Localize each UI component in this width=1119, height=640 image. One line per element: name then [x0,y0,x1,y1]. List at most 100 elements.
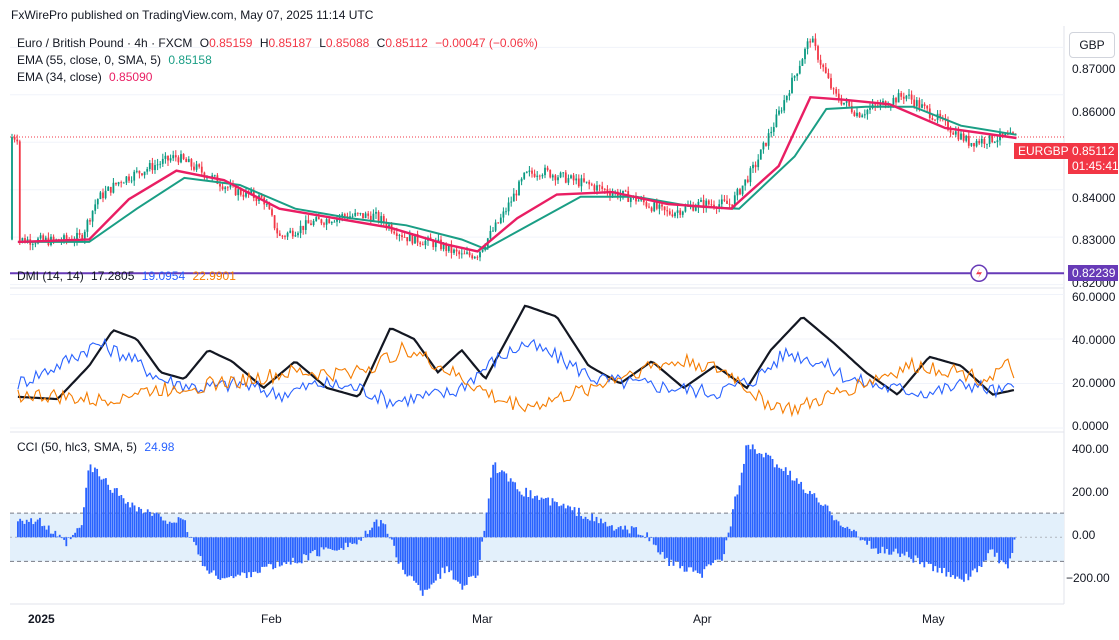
ema55-line [17,105,1017,251]
candle-body [681,211,684,215]
cci-bar [131,502,134,538]
cci-bar [426,537,429,590]
candle-body [265,204,268,206]
candle-body [533,173,536,177]
candle-body [806,41,809,49]
ema55-label: EMA (55, close, 0, SMA, 5) [17,53,162,67]
cci-bar [782,471,785,538]
cci-bar [650,537,653,538]
candle-body [788,93,791,96]
candle-body [83,231,86,241]
cci-bar [589,520,591,538]
cci-bar [749,449,752,538]
cci-bar [237,537,239,575]
cci-bar [151,515,154,538]
candle-body [609,192,611,196]
cci-bar [696,537,699,574]
cci-bar [714,537,717,560]
last-price-tag: 0.85112 [1068,143,1118,159]
candle-body [268,204,271,210]
cci-bar [452,537,455,580]
candle-body [650,207,653,212]
candle-body [635,195,637,202]
candle-body [554,175,557,181]
candle-body [507,202,510,212]
cci-bar [831,515,833,538]
cci-bar [397,537,400,564]
cci-bar [542,498,545,538]
currency-button[interactable]: GBP [1069,32,1115,58]
cci-bar [679,537,682,569]
cci-bar [661,537,664,552]
candle-body [835,89,838,94]
cci-bar [923,537,926,568]
cci-bar [329,537,332,549]
candle-body [463,253,466,255]
cci-bar [985,537,987,561]
cci-bar [655,537,657,546]
candle-body [497,222,500,224]
cci-bar [65,537,68,547]
candle-body [499,217,502,224]
candle-body [642,198,645,203]
cci-bar [254,537,257,572]
candle-body [148,163,151,170]
candle-body [824,67,827,74]
cci-bar [670,537,673,560]
candle-body [624,190,627,192]
candle-body [193,166,195,170]
cci-bar [648,537,651,542]
cci-bar [113,488,116,538]
candle-body [494,222,497,231]
cci-bar [584,516,587,538]
cci-bar [672,537,675,566]
candle-body [450,245,453,253]
candle-body [104,190,107,199]
cci-bar [626,529,629,538]
cci-bar [868,537,871,541]
ema55-value: 0.85158 [168,53,212,67]
cci-bar [175,522,178,538]
candle-body [567,178,570,183]
candle-body [195,164,198,170]
cci-bar [778,467,781,538]
dmi-tick-60: 60.0000 [1072,290,1116,304]
candle-body [845,101,848,103]
cci-bar [501,470,503,538]
cci-bar [228,537,231,578]
cci-bar [630,526,633,538]
cci-bar [850,531,853,538]
price-tick-086: 0.86000 [1072,105,1116,119]
candle-body [939,113,942,119]
low-label: L [319,36,326,50]
candle-body [276,228,279,234]
cci-bar [820,504,822,538]
cci-bar [762,457,765,538]
cci-bar [908,537,910,558]
cci-bar [243,537,246,574]
cci-bar [897,537,899,554]
cci-bar [886,537,888,549]
candle-body [164,155,167,159]
cci-bar [685,537,688,572]
cci-bar [817,502,820,538]
candle-body [900,93,903,97]
cci-bar [399,537,402,563]
candle-body [570,175,572,179]
cci-bar [355,537,358,545]
candle-body [744,179,747,186]
cci-bar [219,537,222,580]
cci-bar [74,532,77,538]
cci-bar [83,507,85,538]
candle-body [694,207,697,211]
cci-bar [707,537,710,565]
cci-bar [481,537,484,542]
candle-body [34,243,37,245]
candle-body [416,233,419,243]
candle-body [11,137,13,240]
cci-bar [395,537,398,558]
candle-body [629,197,632,202]
candle-body [637,200,640,202]
cci-bar [509,478,512,538]
